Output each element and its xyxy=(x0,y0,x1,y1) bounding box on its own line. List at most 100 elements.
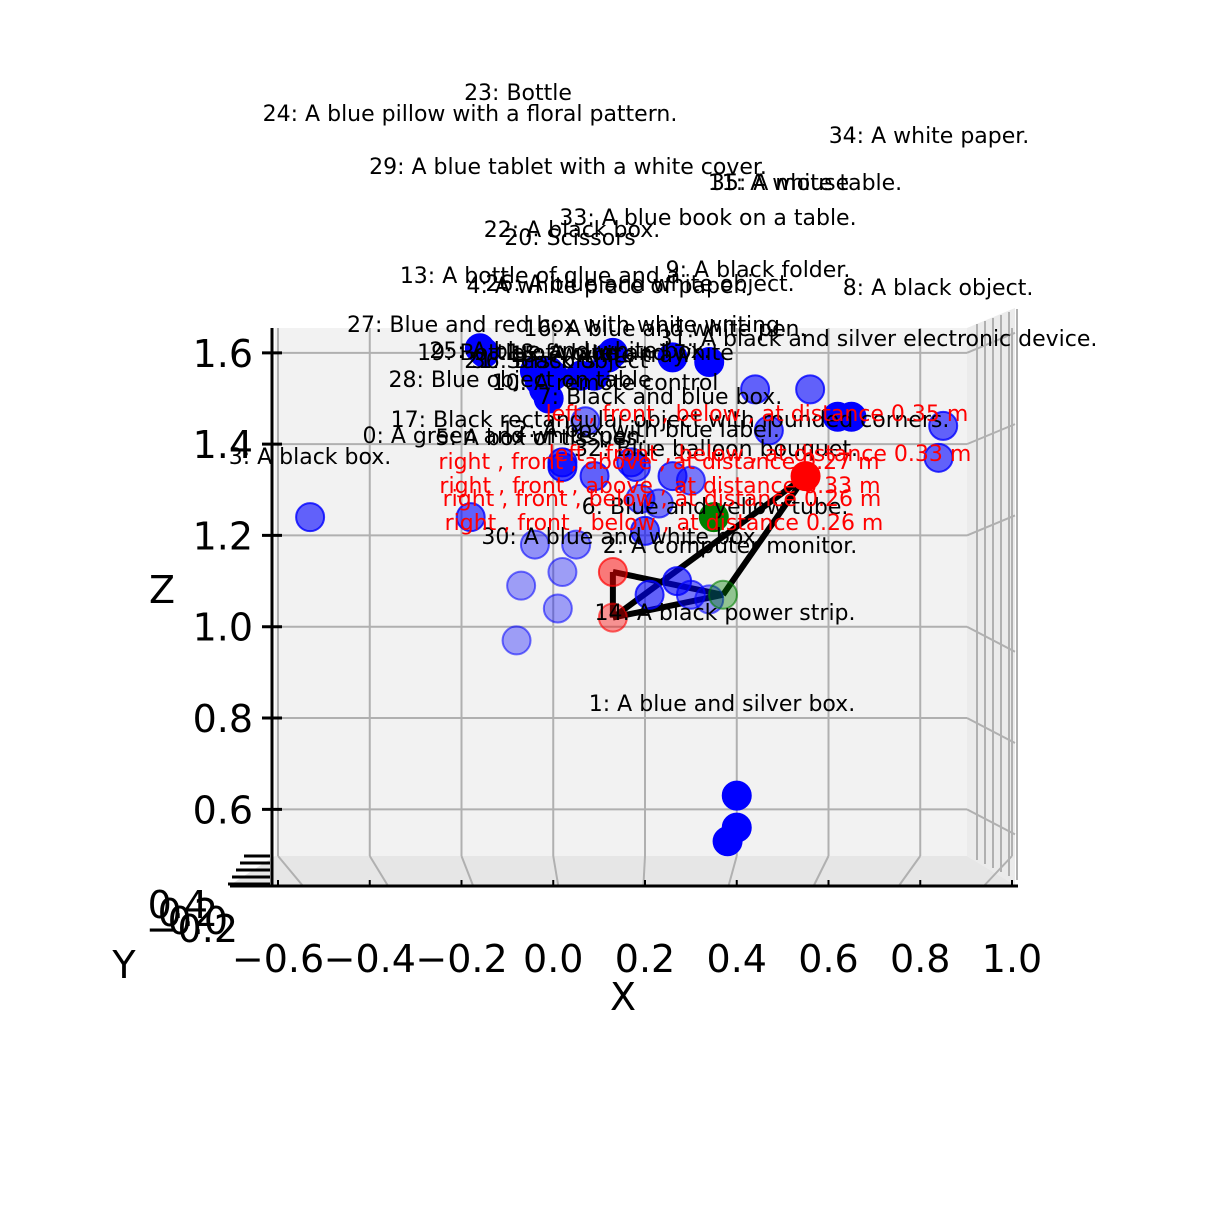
object-label: 2: A computer monitor. xyxy=(603,534,858,559)
object-point xyxy=(662,566,693,597)
object-point xyxy=(455,502,486,533)
object-point xyxy=(923,442,954,473)
grid-floor-line xyxy=(984,855,1013,886)
grid-lines xyxy=(275,309,1018,886)
object-label: 7: Black and blue box. xyxy=(538,385,783,410)
object-point xyxy=(740,374,771,405)
object-label: 30: A blue and white box. xyxy=(481,525,762,550)
x-tick-label: 0.4 xyxy=(707,937,767,981)
relation-label: right , front , below , at distance 0.26… xyxy=(443,487,882,512)
x-tick-label: 0.6 xyxy=(798,937,858,981)
object-point xyxy=(597,337,628,368)
object-label: 16: A blue and white pen. xyxy=(523,317,806,342)
anchor-point xyxy=(597,556,628,587)
z-tick-label: 0.8 xyxy=(193,697,253,741)
object-point xyxy=(547,451,578,482)
z-tick-label: 1.4 xyxy=(193,423,253,467)
object-label: 32: Blue balloon bouquet. xyxy=(574,437,858,462)
object-label: 28: Blue object on table xyxy=(389,368,652,393)
object-label: 0: A green and white pen. xyxy=(362,424,647,449)
object-label: 5: A box of tissues. xyxy=(436,426,645,451)
relation-label: right , front , below , at distance 0.26… xyxy=(445,511,884,536)
grid-floor-line xyxy=(368,855,389,886)
object-point xyxy=(464,333,495,364)
object-labels: 0: A green and white pen. 1: A blue and s… xyxy=(229,81,1098,717)
z-tick-label: 0.6 xyxy=(193,788,253,832)
object-label: 12: A box with blue label. xyxy=(500,418,780,443)
object-label: 4: A white piece of paper. xyxy=(466,274,747,299)
object-label: 19: Bottle of water xyxy=(417,341,624,366)
tick-labels: −0.6 −0.4 −0.2 0.0 0.2 0.4 0.6 0.8 1.00.60.81.01… xyxy=(146,332,1043,981)
object-label: 18: A blue and white xyxy=(506,341,734,366)
x-tick-label: 1.0 xyxy=(982,937,1042,981)
object-label: 24: A blue pillow with a floral pattern. xyxy=(263,102,678,127)
side-pane xyxy=(967,308,1015,885)
object-label: 23: Bottle xyxy=(464,81,572,106)
z-axis-label: Z xyxy=(149,568,175,612)
object-label: 21: Scissors xyxy=(464,349,595,374)
object-label: 36: Black object xyxy=(472,349,649,374)
x-tick-label: 0.0 xyxy=(523,937,583,981)
grid-side-line xyxy=(966,808,1016,836)
object-label: 13: A bottle of glue and a xyxy=(400,264,680,289)
object-point xyxy=(643,488,674,519)
object-label: 25: A blue and white box. xyxy=(429,339,710,364)
object-point xyxy=(561,529,592,560)
object-label: 14: A black power strip. xyxy=(594,601,855,626)
x-tick-label: −0.4 xyxy=(324,937,416,981)
x-tick-label: 0.8 xyxy=(890,937,950,981)
floor-pane xyxy=(230,856,1015,885)
object-point xyxy=(928,410,959,441)
object-label: 8: A black object. xyxy=(843,276,1034,301)
object-label: 15: A white tray. xyxy=(510,343,690,368)
object-point xyxy=(295,502,326,533)
target-point xyxy=(707,579,738,610)
grid-floor-line xyxy=(460,855,474,886)
grid-floor-line xyxy=(727,855,738,886)
x-tick-label: −0.2 xyxy=(415,937,507,981)
object-point xyxy=(721,780,752,811)
grid-floor-line xyxy=(898,855,922,886)
object-point xyxy=(795,374,826,405)
object-label: 11: A white table. xyxy=(708,171,902,196)
grid-floor-line xyxy=(813,855,830,886)
anchor-point xyxy=(597,602,628,633)
z-tick-label: 1.6 xyxy=(193,332,253,376)
object-label: 33: A blue book on a table. xyxy=(559,206,856,231)
anchor-point xyxy=(790,461,821,492)
y-axis-label: Y xyxy=(111,943,136,987)
object-label: 6: Blue and yellow tube. xyxy=(582,495,849,520)
relation-label: right , front , above , at distance 0.27… xyxy=(438,450,879,475)
relation-label: left , front , below , at distance 0.35 … xyxy=(546,402,969,427)
x-tick-label: −0.6 xyxy=(232,937,324,981)
grid-side-line xyxy=(966,331,1016,354)
grid-floor-line xyxy=(642,855,646,886)
y-tick-label: −0.2 xyxy=(146,907,238,951)
object-point xyxy=(694,346,725,377)
grid-floor-line xyxy=(277,855,303,886)
object-point xyxy=(519,529,550,560)
object-point xyxy=(579,461,610,492)
z-tick-label: 1.2 xyxy=(193,514,253,558)
object-point xyxy=(501,625,532,656)
relation-label: left , front , below , at distance 0.33 … xyxy=(549,442,972,467)
grid-floor-line xyxy=(552,855,560,886)
y-tick-label: 0.2 xyxy=(158,891,218,935)
object-point xyxy=(579,360,610,391)
object-point xyxy=(753,415,784,446)
object-label: 26: A blue and white object. xyxy=(485,272,794,297)
object-label: 35: A mouse xyxy=(711,171,849,196)
object-point xyxy=(657,461,688,492)
grid-side-line xyxy=(966,625,1016,653)
object-label: 10: A remote control xyxy=(492,371,719,396)
relation-labels: left , front , below , at distance 0.35 … xyxy=(438,402,971,536)
object-point xyxy=(616,447,647,478)
object-point xyxy=(547,556,578,587)
object-label: 3: A black box. xyxy=(229,445,392,470)
y-tick-label: 0.0 xyxy=(168,899,228,943)
data-points xyxy=(295,333,959,857)
object-label: 34: A white paper. xyxy=(829,124,1030,149)
object-point xyxy=(506,570,537,601)
